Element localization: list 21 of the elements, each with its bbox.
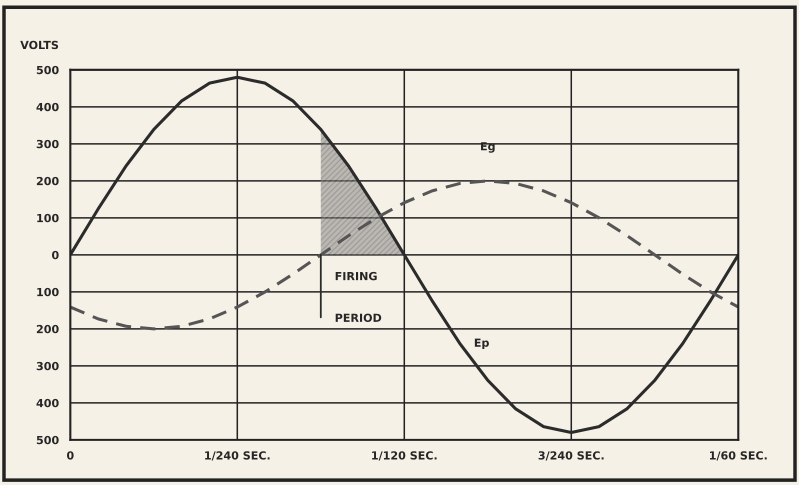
y-tick-label: 500 xyxy=(36,436,59,444)
y-tick-label: 300 xyxy=(36,140,59,148)
series-label: Ep xyxy=(474,338,489,350)
y-tick-label: 0 xyxy=(52,250,59,260)
y-tick-label: 200 xyxy=(36,324,59,334)
y-tick-label: 100 xyxy=(37,214,59,222)
x-tick-label: 0 xyxy=(66,451,74,460)
y-tick-label: 300 xyxy=(36,362,59,370)
y-tick-label: 200 xyxy=(36,176,59,186)
annotation: FIRING xyxy=(336,272,377,280)
y-tick-label: 100 xyxy=(37,288,59,296)
y-tick-label: 400 xyxy=(36,398,59,408)
annotation: PERIOD xyxy=(336,314,382,322)
y-tick-label: 500 xyxy=(36,66,59,74)
x-tick-label: 1/240 SEC. xyxy=(205,451,270,460)
y-tick-label: 400 xyxy=(36,102,59,112)
line-series xyxy=(70,179,738,330)
x-tick-label: 1/120 SEC. xyxy=(372,451,437,460)
x-tick-label: 1/60 SEC. xyxy=(710,451,767,460)
y-axis-title: VOLTS xyxy=(20,40,58,50)
x-tick-label: 3/240 SEC. xyxy=(538,451,604,460)
